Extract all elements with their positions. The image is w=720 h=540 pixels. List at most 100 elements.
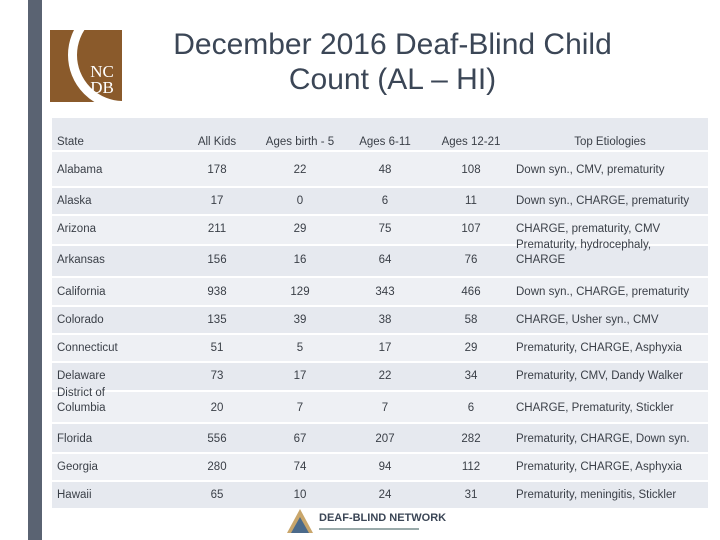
number-cell: 7: [381, 402, 389, 414]
number-cell: 74: [293, 461, 307, 473]
state-cell: Hawaii: [57, 489, 92, 501]
number-cell: 207: [375, 433, 395, 445]
number-cell: 178: [207, 164, 227, 176]
etiology-cell: CHARGE, Prematurity, Stickler: [516, 402, 674, 414]
number-cell: 65: [210, 489, 224, 501]
row-band: [52, 152, 708, 186]
number-cell: 22: [378, 370, 392, 382]
state-cell: Alabama: [57, 164, 103, 176]
number-cell: 156: [207, 254, 227, 266]
number-cell: 282: [461, 433, 481, 445]
number-cell: 10: [293, 489, 307, 501]
number-cell: 0: [296, 195, 304, 207]
state-cell: Arkansas: [57, 254, 105, 266]
number-cell: 112: [461, 461, 481, 473]
number-cell: 22: [293, 164, 307, 176]
etiology-cell: Prematurity, meningitis, Stickler: [516, 489, 677, 501]
number-cell: 24: [378, 489, 392, 501]
number-cell: 38: [378, 314, 392, 326]
row-band: [52, 188, 708, 214]
footer-text: DEAF-BLIND NETWORK: [319, 512, 447, 524]
number-cell: 29: [293, 223, 307, 235]
number-cell: 29: [464, 342, 478, 354]
state-cell: Georgia: [57, 461, 98, 473]
state-cell: Florida: [57, 433, 93, 445]
number-cell: 107: [461, 223, 481, 235]
title: December 2016 Deaf-Blind Child Count (AL…: [173, 28, 612, 96]
logo-text: NC DB: [84, 62, 120, 97]
state-cell: Colorado: [57, 314, 104, 326]
number-cell: 17: [210, 195, 224, 207]
number-cell: 94: [378, 461, 392, 473]
number-cell: 6: [381, 195, 389, 207]
column-header: State: [57, 136, 84, 148]
number-cell: 11: [465, 195, 477, 207]
footer-logo: DEAF-BLIND NETWORK: [283, 507, 446, 537]
logo-line: NC: [90, 62, 114, 81]
row-band: [52, 482, 708, 508]
etiology-cell: Down syn., CHARGE, prematurity: [516, 286, 690, 298]
state-cell: Alaska: [57, 195, 92, 207]
number-cell: 67: [293, 433, 307, 445]
number-cell: 466: [461, 286, 481, 298]
number-cell: 108: [461, 164, 481, 176]
row-band: [52, 118, 708, 150]
side-bar: [28, 0, 42, 540]
number-cell: 938: [207, 286, 227, 298]
number-cell: 64: [378, 254, 392, 266]
column-header: Ages birth - 5: [265, 136, 335, 148]
etiology-cell: Prematurity, CHARGE, Asphyxia: [516, 342, 682, 354]
state-cell: District of Columbia: [57, 387, 106, 414]
etiology-cell: Prematurity, CMV, Dandy Walker: [516, 370, 684, 382]
etiology-cell: CHARGE, Usher syn., CMV: [516, 314, 659, 326]
column-header: All Kids: [197, 136, 237, 148]
number-cell: 129: [290, 286, 310, 298]
number-cell: 135: [207, 314, 227, 326]
state-cell: California: [57, 286, 106, 298]
number-cell: 7: [296, 402, 304, 414]
number-cell: 16: [293, 254, 307, 266]
row-band: [52, 392, 708, 422]
number-cell: 211: [207, 223, 227, 235]
row-band: [52, 246, 708, 276]
number-cell: 343: [375, 286, 395, 298]
etiology-cell: Prematurity, CHARGE, Down syn.: [516, 433, 690, 445]
number-cell: 17: [378, 342, 392, 354]
logo: NC DB: [50, 30, 122, 102]
number-cell: 34: [464, 370, 478, 382]
etiology-cell: Down syn., CHARGE, prematurity: [516, 195, 690, 207]
logo-line: DB: [90, 78, 114, 97]
row-band: [52, 278, 708, 305]
logo-arc: [68, 30, 122, 102]
number-cell: 58: [464, 314, 478, 326]
number-cell: 31: [464, 489, 478, 501]
number-cell: 48: [378, 164, 392, 176]
number-cell: 39: [293, 314, 307, 326]
row-band: [52, 424, 708, 452]
state-cell: Connecticut: [57, 342, 118, 354]
etiology-cell: CHARGE, prematurity, CMV: [516, 223, 661, 235]
number-cell: 556: [207, 433, 227, 445]
number-cell: 280: [207, 461, 227, 473]
icon-shape: [291, 517, 309, 533]
column-header: Top Etiologies: [574, 136, 646, 148]
footer-rule: [319, 528, 419, 530]
number-cell: 6: [467, 402, 475, 414]
etiology-cell: Prematurity, CHARGE, Asphyxia: [516, 461, 682, 473]
row-band: [52, 335, 708, 361]
number-cell: 51: [210, 342, 224, 354]
row-band: [52, 363, 708, 390]
row-band: [52, 307, 708, 333]
state-cell: Delaware: [57, 370, 106, 382]
row-band: [52, 454, 708, 480]
number-cell: 5: [296, 342, 304, 354]
number-cell: 75: [378, 223, 392, 235]
column-header: Ages 6-11: [359, 136, 411, 148]
state-cell: Arizona: [57, 223, 96, 235]
number-cell: 20: [210, 402, 224, 414]
number-cell: 73: [210, 370, 224, 382]
footer-icon: [287, 509, 313, 533]
etiology-cell: Prematurity, hydrocephaly, CHARGE: [516, 239, 652, 266]
number-cell: 76: [464, 254, 478, 266]
